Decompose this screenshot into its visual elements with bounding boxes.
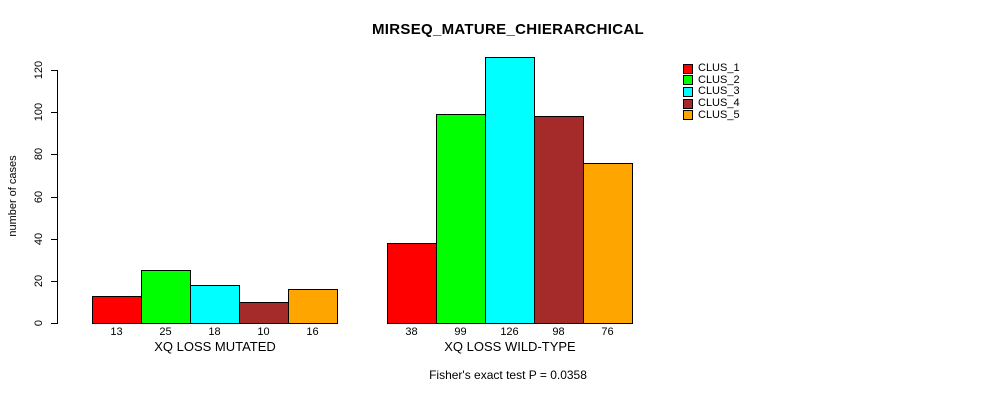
bar-value-label: 13	[110, 326, 123, 338]
y-axis-tick-label: 20	[33, 274, 45, 287]
y-axis-tick	[51, 112, 57, 114]
bar-value-label: 126	[500, 326, 519, 338]
bar-clus_4-group-1	[239, 302, 289, 324]
legend-label: CLUS_5	[698, 108, 740, 121]
legend-swatch-clus-2	[683, 75, 693, 86]
bar-value-label: 98	[552, 326, 565, 338]
x-group-label-wild-type: XQ LOSS WILD-TYPE	[444, 339, 576, 354]
bar-value-label: 16	[306, 326, 319, 338]
y-axis-tick	[51, 238, 57, 240]
y-axis-tick	[51, 280, 57, 282]
legend-swatch-clus-1	[683, 63, 693, 74]
y-axis-tick-label: 60	[33, 190, 45, 203]
legend-label: CLUS_4	[698, 97, 740, 110]
y-axis-line	[57, 70, 58, 324]
bar-value-label: 38	[405, 326, 418, 338]
y-axis-tick-label: 80	[33, 148, 45, 161]
y-axis-tick	[51, 154, 57, 156]
bar-clus_1-group-1	[92, 296, 142, 324]
bar-value-label: 99	[454, 326, 467, 338]
legend-item-clus-4: CLUS_4	[683, 98, 740, 110]
legend-item-clus-5: CLUS_5	[683, 109, 740, 121]
legend-label: CLUS_1	[698, 62, 740, 75]
bar-clus_1-group-2	[387, 243, 437, 324]
bar-clus_5-group-1	[288, 289, 338, 324]
legend-label: CLUS_2	[698, 73, 740, 86]
bar-value-label: 76	[601, 326, 614, 338]
bar-clus_3-group-1	[190, 285, 240, 324]
bar-value-label: 25	[159, 326, 172, 338]
legend-swatch-clus-5	[683, 110, 693, 121]
y-axis-title: number of cases	[7, 155, 19, 237]
legend-swatch-clus-3	[683, 86, 693, 97]
legend-swatch-clus-4	[683, 98, 693, 109]
y-axis-tick	[51, 323, 57, 324]
y-axis-tick-label: 100	[33, 102, 45, 122]
fisher-test-annotation: Fisher's exact test P = 0.0358	[429, 368, 587, 382]
y-axis-tick-label: 0	[33, 319, 45, 327]
legend-item-clus-2: CLUS_2	[683, 73, 740, 87]
chart-title: MIRSEQ_MATURE_CHIERARCHICAL	[372, 21, 644, 38]
bar-clus_2-group-2	[436, 114, 486, 324]
x-group-label-mutated: XQ LOSS MUTATED	[154, 339, 276, 354]
bar-clus_2-group-1	[141, 270, 191, 324]
bar-clus_5-group-2	[583, 163, 633, 324]
legend-item-clus-1: CLUS_1	[683, 63, 740, 75]
bar-clus_3-group-2	[485, 57, 535, 324]
y-axis-tick-label: 120	[33, 60, 45, 80]
legend: CLUS_1 CLUS_2 CLUS_3 CLUS_4 CLUS_5	[683, 63, 740, 121]
y-axis-tick-label: 40	[33, 232, 45, 245]
bar-clus_4-group-2	[534, 116, 584, 324]
bar-value-label: 18	[208, 326, 221, 338]
y-axis-tick	[51, 70, 57, 71]
legend-item-clus-3: CLUS_3	[683, 86, 740, 98]
y-axis-tick	[51, 196, 57, 198]
legend-label: CLUS_3	[698, 85, 740, 98]
bar-value-label: 10	[257, 326, 270, 338]
